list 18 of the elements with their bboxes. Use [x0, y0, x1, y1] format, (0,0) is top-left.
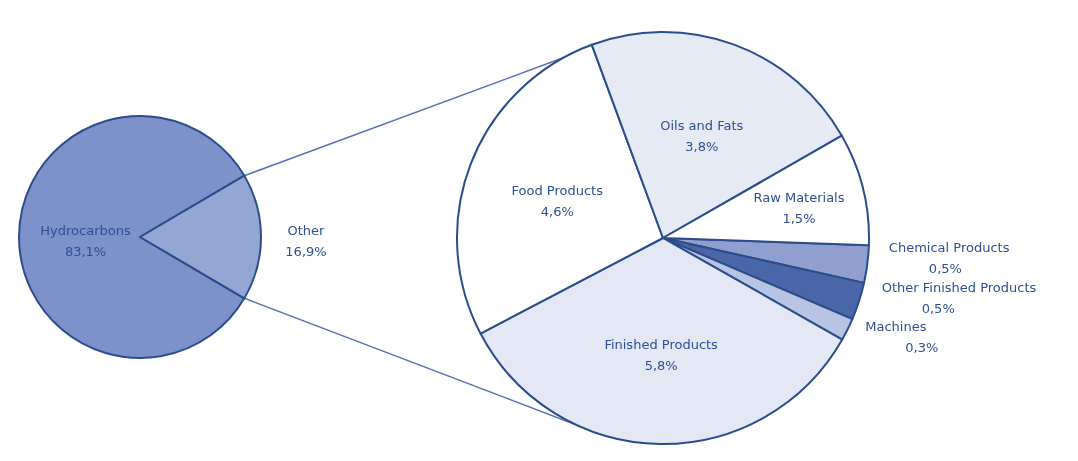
data-label: 0,3% — [905, 339, 939, 355]
slice-label: Hydrocarbons — [40, 223, 131, 238]
data-label: 5,8% — [644, 358, 678, 374]
data-label: 4,6% — [540, 204, 574, 220]
data-label: 83,1% — [64, 244, 107, 259]
slice-label: Other Finished Products — [881, 279, 1037, 295]
slice-label: Chemical Products — [888, 239, 1010, 255]
slice-label: Oils and Fats — [660, 117, 744, 133]
data-label: 3,8% — [685, 138, 719, 154]
slice-label: Other — [287, 223, 326, 238]
slice-label: Raw Materials — [753, 190, 845, 206]
data-label: 1,5% — [782, 211, 816, 227]
slice-label: Machines — [865, 318, 927, 334]
slice-label: Food Products — [511, 183, 604, 199]
slice-label: Finished Products — [604, 337, 719, 353]
data-label: 0,5% — [921, 300, 955, 316]
data-label: 0,5% — [928, 260, 962, 276]
data-label: 16,9% — [285, 244, 327, 259]
